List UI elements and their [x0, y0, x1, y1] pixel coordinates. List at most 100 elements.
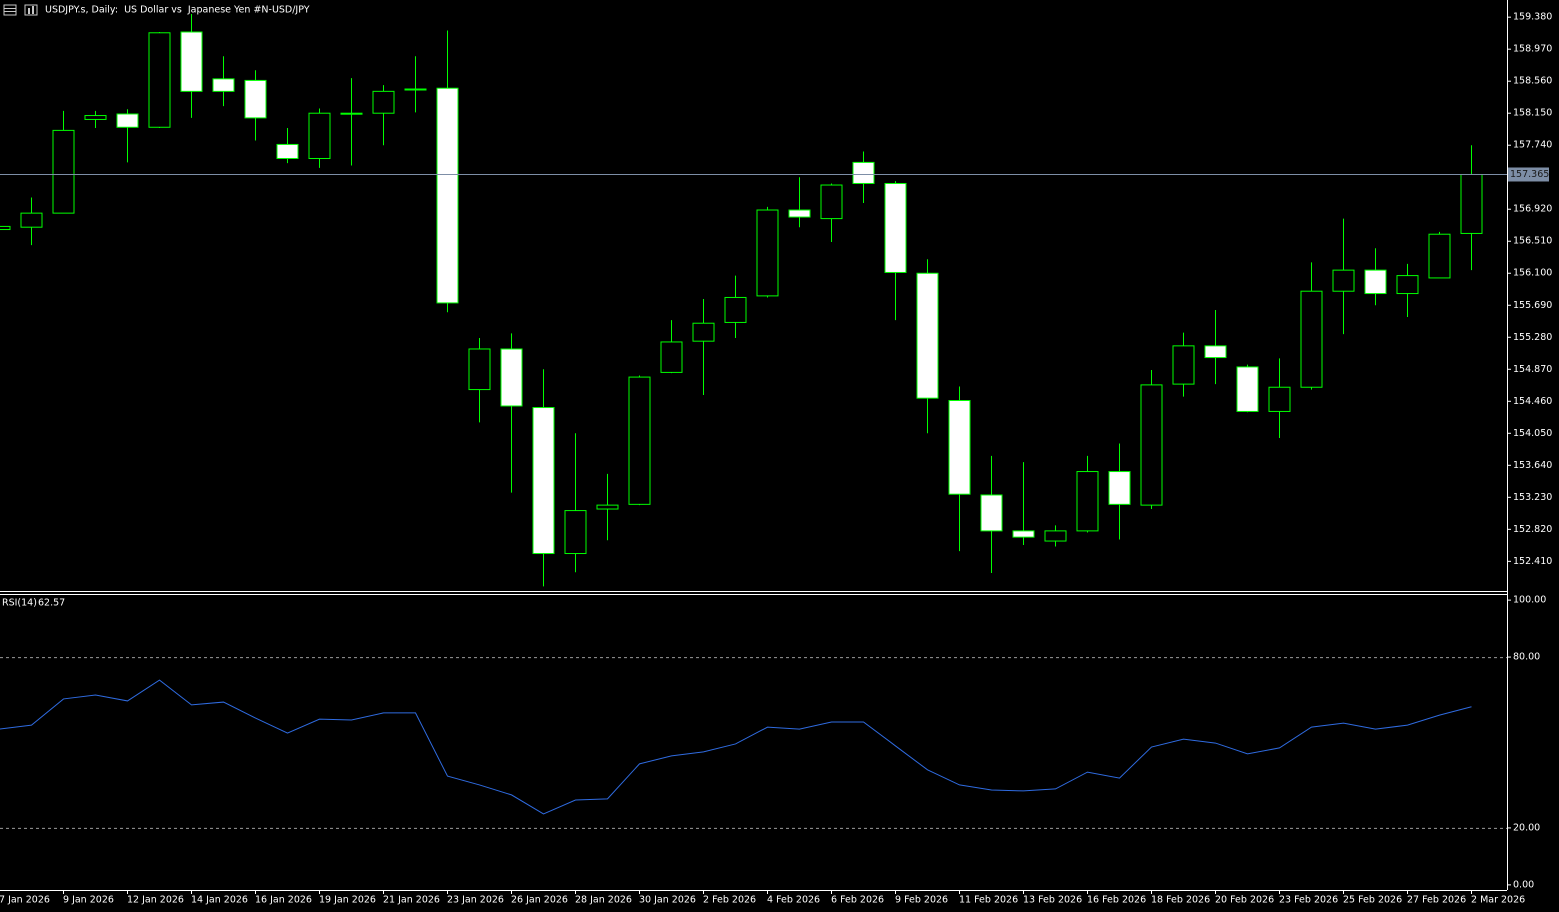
- candle-body: [148, 32, 171, 128]
- x-tick-label: 20 Feb 2026: [1215, 895, 1274, 906]
- candle-body: [564, 510, 587, 555]
- y-tick-label: 153.230: [1513, 492, 1552, 503]
- x-tick-label: 14 Jan 2026: [191, 895, 248, 906]
- indicator-name: RSI(14): [2, 598, 37, 609]
- rsi-line: [0, 679, 1472, 815]
- y-tick-label: 153.640: [1513, 460, 1552, 471]
- price-plot: [0, 14, 1507, 587]
- y-tick-label: 0.00: [1513, 879, 1534, 890]
- candle-body: [980, 494, 1003, 532]
- candle-body: [0, 225, 11, 231]
- candle-body: [20, 212, 43, 228]
- y-tick-label: 158.970: [1513, 44, 1552, 55]
- candle-body: [500, 348, 523, 407]
- candle-body: [756, 209, 779, 297]
- y-tick-label: 80.00: [1513, 652, 1540, 663]
- x-tick-label: 18 Feb 2026: [1151, 895, 1210, 906]
- current-price-label: 157.365: [1510, 169, 1549, 180]
- x-tick-label: 2 Mar 2026: [1471, 895, 1525, 906]
- x-tick-label: 25 Feb 2026: [1343, 895, 1402, 906]
- y-tick-label: 154.050: [1513, 428, 1552, 439]
- candle-body: [1044, 530, 1067, 542]
- icon-chart: [28, 8, 30, 14]
- candle-body: [84, 115, 107, 120]
- candle-body: [1332, 269, 1355, 292]
- candle-body: [948, 400, 971, 495]
- candle-body: [628, 376, 651, 505]
- x-tick-label: 12 Jan 2026: [127, 895, 184, 906]
- y-tick-label: 152.410: [1513, 556, 1552, 567]
- y-tick-label: 158.560: [1513, 76, 1552, 87]
- x-tick-label: 27 Feb 2026: [1407, 895, 1466, 906]
- y-tick-label: 20.00: [1513, 822, 1540, 833]
- candle-body: [660, 341, 683, 373]
- candle-body: [1108, 471, 1131, 505]
- y-tick-label: 156.510: [1513, 236, 1552, 247]
- y-tick-label: 158.150: [1513, 108, 1552, 119]
- candle-body: [244, 79, 267, 119]
- candle-body: [852, 161, 875, 184]
- y-tick-label: 159.380: [1513, 12, 1552, 23]
- candle-body: [308, 112, 331, 159]
- candle-body: [1012, 530, 1035, 538]
- y-tick-label: 100.00: [1513, 595, 1546, 606]
- candle-body: [1428, 233, 1451, 279]
- x-tick-label: 9 Feb 2026: [895, 895, 948, 906]
- candle-body: [692, 322, 715, 342]
- x-tick-label: 13 Feb 2026: [1023, 895, 1082, 906]
- candle-body: [276, 143, 299, 159]
- y-tick-label: 152.820: [1513, 524, 1552, 535]
- candle-body: [180, 31, 203, 92]
- x-tick-label: 6 Feb 2026: [831, 895, 884, 906]
- candle-body: [468, 348, 491, 391]
- icon-chart: [32, 6, 34, 14]
- x-tick-label: 2 Feb 2026: [703, 895, 756, 906]
- x-tick-label: 16 Jan 2026: [255, 895, 312, 906]
- rsi-plot: [0, 657, 1507, 829]
- candle-body: [916, 272, 939, 399]
- x-tick-label: 4 Feb 2026: [767, 895, 820, 906]
- x-tick-label: 26 Jan 2026: [511, 895, 568, 906]
- candle-body: [724, 296, 747, 323]
- header-icons: [3, 4, 38, 16]
- candle-body: [404, 88, 427, 91]
- axes: 159.380 158.970 158.560 158.150 157.740 156.9…: [0, 12, 1552, 906]
- candle-body: [212, 78, 235, 92]
- y-tick-label: 155.280: [1513, 332, 1552, 343]
- x-tick-label: 9 Jan 2026: [63, 895, 114, 906]
- x-tick-label: 11 Feb 2026: [959, 895, 1018, 906]
- x-tick-label: 23 Feb 2026: [1279, 895, 1338, 906]
- candle-body: [1236, 366, 1259, 412]
- candle-body: [436, 87, 459, 304]
- y-tick-label: 156.100: [1513, 268, 1552, 279]
- icon-chart: [24, 4, 38, 16]
- candle-body: [820, 184, 843, 220]
- candle-body: [1204, 345, 1227, 359]
- y-tick-label: 155.690: [1513, 300, 1552, 311]
- indicator-value: 62.57: [38, 598, 65, 609]
- x-tick-label: 23 Jan 2026: [447, 895, 504, 906]
- icon-list: [3, 4, 17, 16]
- candle-body: [596, 504, 619, 510]
- candle-body: [116, 113, 139, 128]
- y-tick-label: 154.870: [1513, 364, 1552, 375]
- x-tick-label: 21 Jan 2026: [383, 895, 440, 906]
- candle-body: [788, 209, 811, 218]
- candle-body: [1364, 269, 1387, 295]
- candle-body: [1300, 290, 1323, 388]
- candle-body: [1140, 384, 1163, 506]
- candle-body: [1172, 345, 1195, 385]
- candle-body: [340, 112, 363, 115]
- x-tick-label: 16 Feb 2026: [1087, 895, 1146, 906]
- candle-body: [1076, 471, 1099, 532]
- candle-body: [1268, 386, 1291, 412]
- candle-body: [1460, 173, 1483, 234]
- candle-body: [1396, 275, 1419, 295]
- x-tick-label: 19 Jan 2026: [319, 895, 376, 906]
- candle-body: [52, 129, 75, 214]
- x-tick-label: 7 Jan 2026: [0, 895, 50, 906]
- candle-body: [372, 90, 395, 114]
